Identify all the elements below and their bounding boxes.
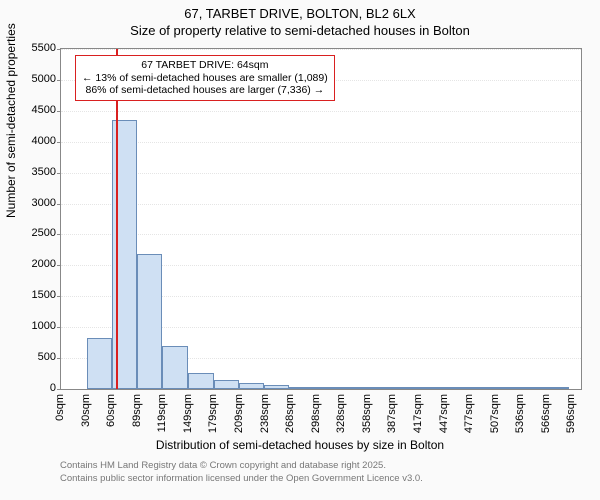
caption-line-1: Contains HM Land Registry data © Crown c… xyxy=(60,460,386,471)
x-tick-label: 536sqm xyxy=(514,394,526,433)
x-tick-label: 209sqm xyxy=(233,394,245,433)
y-tick-mark xyxy=(57,111,61,112)
histogram-bar xyxy=(341,387,367,389)
x-tick-label: 89sqm xyxy=(131,394,143,427)
y-tick-label: 0 xyxy=(16,382,56,394)
x-tick-label: 447sqm xyxy=(438,394,450,433)
title-line-2: Size of property relative to semi-detach… xyxy=(0,23,600,38)
plot-area: 67 TARBET DRIVE: 64sqm ← 13% of semi-det… xyxy=(60,48,582,390)
y-tick-mark xyxy=(57,358,61,359)
histogram-bar xyxy=(468,387,494,389)
x-tick-label: 179sqm xyxy=(207,394,219,433)
y-tick-label: 5000 xyxy=(16,73,56,85)
x-tick-label: 238sqm xyxy=(259,394,271,433)
y-tick-label: 4000 xyxy=(16,135,56,147)
x-tick-label: 298sqm xyxy=(310,394,322,433)
y-tick-label: 2500 xyxy=(16,227,56,239)
y-tick-label: 1000 xyxy=(16,320,56,332)
y-tick-label: 500 xyxy=(16,351,56,363)
x-tick-label: 387sqm xyxy=(386,394,398,433)
x-tick-label: 507sqm xyxy=(489,394,501,433)
x-tick-label: 328sqm xyxy=(335,394,347,433)
x-tick-label: 566sqm xyxy=(540,394,552,433)
histogram-bar xyxy=(543,387,569,389)
y-tick-label: 2000 xyxy=(16,258,56,270)
title-line-1: 67, TARBET DRIVE, BOLTON, BL2 6LX xyxy=(0,6,600,21)
gridline xyxy=(61,173,581,174)
x-tick-label: 477sqm xyxy=(463,394,475,433)
y-tick-mark xyxy=(57,204,61,205)
gridline xyxy=(61,234,581,235)
histogram-bar xyxy=(518,387,544,389)
y-tick-mark xyxy=(57,327,61,328)
x-tick-label: 358sqm xyxy=(361,394,373,433)
x-tick-label: 596sqm xyxy=(565,394,577,433)
x-tick-label: 0sqm xyxy=(54,394,66,421)
histogram-bar xyxy=(188,373,214,389)
annotation-box: 67 TARBET DRIVE: 64sqm ← 13% of semi-det… xyxy=(75,55,335,101)
y-tick-mark xyxy=(57,234,61,235)
annotation-line-2: ← 13% of semi-detached houses are smalle… xyxy=(82,72,328,85)
histogram-bar xyxy=(239,383,264,389)
histogram-bar xyxy=(416,387,442,389)
histogram-bar xyxy=(162,346,188,389)
x-tick-label: 268sqm xyxy=(284,394,296,433)
y-tick-mark xyxy=(57,389,61,390)
gridline xyxy=(61,142,581,143)
histogram-bar xyxy=(87,338,113,389)
gridline xyxy=(61,49,581,50)
caption-line-2: Contains public sector information licen… xyxy=(60,473,423,484)
gridline xyxy=(61,204,581,205)
histogram-bar xyxy=(289,387,315,389)
annotation-line-1: 67 TARBET DRIVE: 64sqm xyxy=(82,59,328,72)
x-axis-label: Distribution of semi-detached houses by … xyxy=(0,438,600,452)
histogram-bar xyxy=(391,387,417,389)
y-tick-label: 5500 xyxy=(16,42,56,54)
y-tick-mark xyxy=(57,265,61,266)
y-tick-mark xyxy=(57,80,61,81)
histogram-bar xyxy=(493,387,518,389)
x-tick-label: 149sqm xyxy=(182,394,194,433)
annotation-line-3: 86% of semi-detached houses are larger (… xyxy=(82,84,328,97)
histogram-bar xyxy=(366,387,391,389)
title-block: 67, TARBET DRIVE, BOLTON, BL2 6LX Size o… xyxy=(0,0,600,38)
y-tick-mark xyxy=(57,49,61,50)
y-tick-mark xyxy=(57,173,61,174)
y-tick-mark xyxy=(57,296,61,297)
histogram-bar xyxy=(315,387,341,389)
histogram-bar xyxy=(214,380,240,389)
gridline xyxy=(61,111,581,112)
y-tick-label: 1500 xyxy=(16,289,56,301)
histogram-bar xyxy=(264,385,290,389)
histogram-bar xyxy=(442,387,468,389)
x-tick-label: 30sqm xyxy=(80,394,92,427)
x-tick-label: 119sqm xyxy=(156,394,168,432)
y-tick-label: 3500 xyxy=(16,166,56,178)
y-tick-label: 4500 xyxy=(16,104,56,116)
y-tick-mark xyxy=(57,142,61,143)
chart-container: 67, TARBET DRIVE, BOLTON, BL2 6LX Size o… xyxy=(0,0,600,500)
y-tick-label: 3000 xyxy=(16,197,56,209)
x-tick-label: 417sqm xyxy=(412,394,424,433)
x-tick-label: 60sqm xyxy=(105,394,117,427)
histogram-bar xyxy=(137,254,163,389)
